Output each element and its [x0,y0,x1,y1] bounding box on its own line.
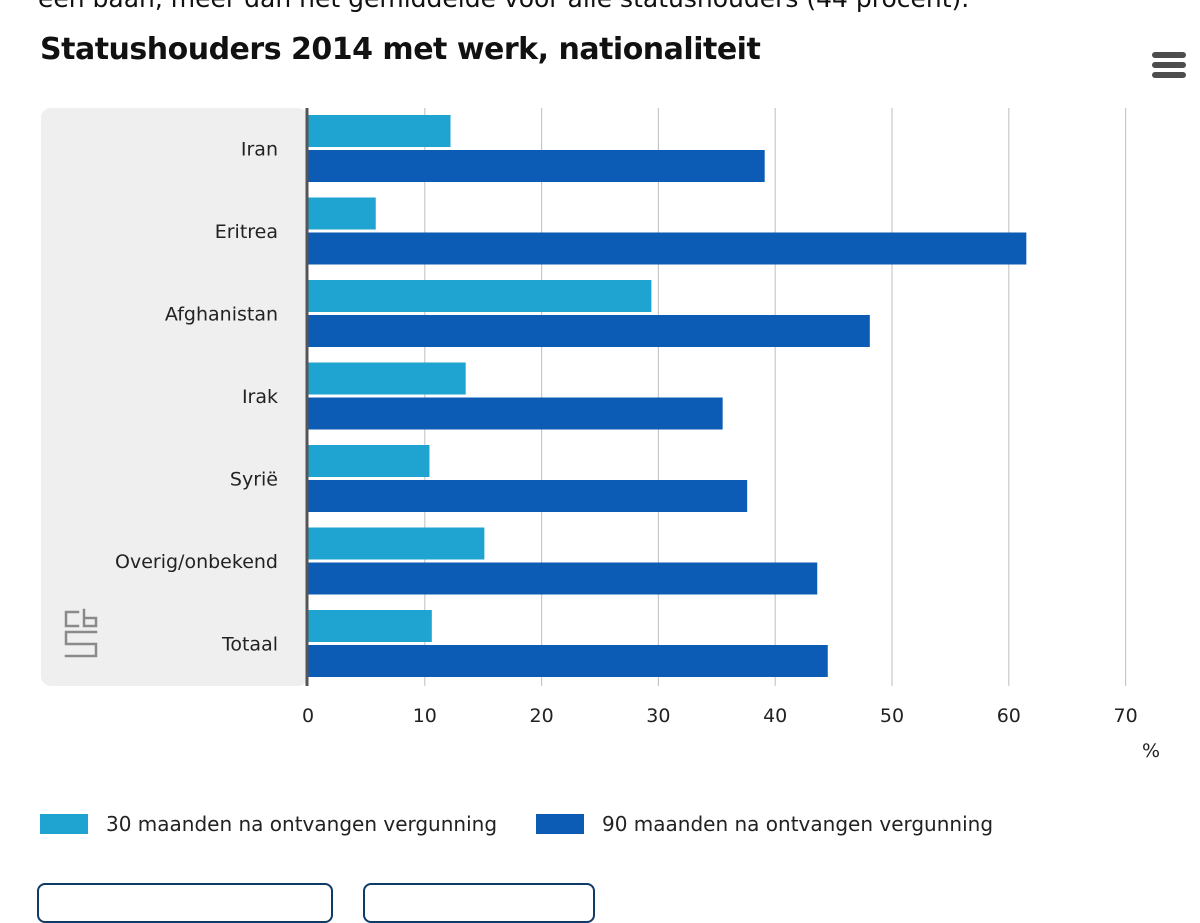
bar-series-1-2 [308,280,652,312]
cbs-logo-icon [64,608,98,658]
legend-swatch-series-2 [536,814,584,834]
cbs-logo-stroke-2 [64,630,98,658]
bar-series-2-1 [308,232,1027,265]
x-tick-label-0: 0 [302,705,314,727]
cbs-logo-stroke-0 [64,610,80,628]
bar-chart: Iran Eritrea Afghanistan Irak Syrië Overig/on… [41,108,1160,762]
bar-series-2-0 [308,150,765,182]
cbs-logo-stroke-1 [82,608,98,628]
bar-series-2-3 [308,397,723,430]
chart-title: Statushouders 2014 met werk, nationalite… [40,32,761,67]
bar-series-2-6 [308,645,828,677]
hamburger-menu-icon[interactable] [1152,52,1186,78]
category-panel [41,108,308,686]
legend-item-series-1[interactable]: 30 maanden na ontvangen vergunning [40,812,497,836]
bar-series-1-1 [308,197,376,230]
x-tick-label-5: 50 [880,705,904,727]
legend-swatch-series-1 [40,814,88,834]
category-label-4: Syrië [230,469,278,491]
x-tick-label-7: 70 [1114,705,1138,727]
bar-series-1-5 [308,527,485,560]
intro-text: een baan, meer dan het gemiddelde voor a… [38,0,1188,14]
x-axis-label: % [1142,740,1160,762]
bar-series-2-5 [308,562,818,595]
x-tick-label-6: 60 [997,705,1021,727]
legend-item-series-2[interactable]: 90 maanden na ontvangen vergunning [536,812,993,836]
x-tick-label-3: 30 [646,705,670,727]
category-label-6: Totaal [221,634,278,656]
bar-series-1-4 [308,445,430,477]
x-tick-label-4: 40 [763,705,787,727]
category-label-3: Irak [242,386,278,408]
bar-series-2-2 [308,315,870,347]
category-label-2: Afghanistan [165,304,278,326]
bottom-button-2[interactable] [363,883,595,923]
x-tick-label-2: 20 [530,705,554,727]
legend-label-series-2: 90 maanden na ontvangen vergunning [602,812,994,836]
bar-series-1-6 [308,610,432,642]
bar-series-1-3 [308,362,466,395]
bar-series-2-4 [308,480,748,512]
category-label-1: Eritrea [215,221,278,243]
legend-label-series-1: 30 maanden na ontvangen vergunning [106,812,498,836]
bar-series-1-0 [308,115,451,147]
category-label-5: Overig/onbekend [115,551,278,573]
category-label-0: Iran [241,139,278,161]
x-tick-label-1: 10 [413,705,437,727]
bottom-button-1[interactable] [37,883,333,923]
